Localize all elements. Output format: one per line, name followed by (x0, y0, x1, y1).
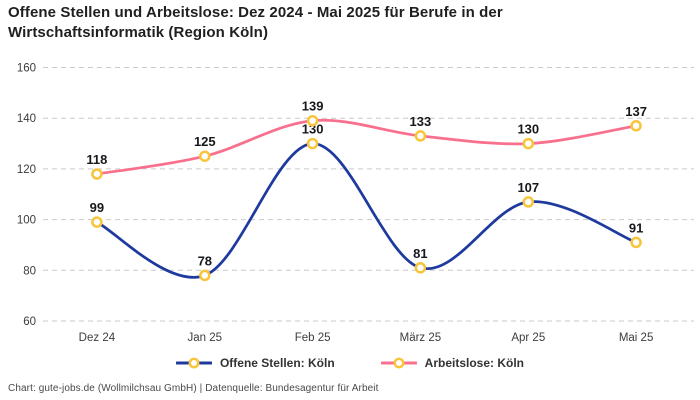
data-point-label: 137 (625, 104, 647, 119)
x-axis-label: Dez 24 (79, 332, 116, 344)
data-point-marker[interactable] (630, 120, 642, 132)
data-point-marker[interactable] (91, 216, 103, 228)
chart-legend: Offene Stellen: Köln Arbeitslose: Köln (0, 356, 700, 370)
x-axis-label: Mai 25 (619, 332, 654, 344)
chart-title: Offene Stellen und Arbeitslose: Dez 2024… (8, 4, 503, 42)
data-point-marker[interactable] (414, 262, 427, 274)
legend-label-arbeitslose: Arbeitslose: Köln (424, 356, 525, 370)
x-axis-label: Feb 25 (295, 332, 331, 344)
y-axis-tick-label: 160 (17, 63, 36, 75)
data-point-marker[interactable] (522, 137, 535, 150)
chart-source-attribution: Chart: gute-jobs.de (Wollmilchsau GmbH) … (8, 383, 379, 394)
data-point-marker[interactable] (522, 196, 535, 208)
data-point-label: 99 (90, 200, 104, 215)
x-axis-label: März 25 (400, 332, 442, 344)
series-line-1 (95, 118, 638, 176)
legend-item-arbeitslose[interactable]: Arbeitslose: Köln (380, 356, 525, 370)
legend-line-marker-icon (380, 357, 417, 369)
line-chart-canvas: 60 80 100 120 140 160 Dez 24 Jan 25 Feb 25 März 2… (17, 63, 694, 344)
data-point-label: 139 (302, 99, 324, 114)
series-line-0 (95, 142, 638, 279)
data-point-marker[interactable] (306, 137, 319, 150)
x-axis-label: Jan 25 (188, 332, 223, 344)
data-point-marker[interactable] (199, 150, 211, 162)
y-axis-tick-label: 60 (23, 316, 36, 328)
y-axis-tick-label: 140 (17, 113, 36, 125)
data-point-label: 118 (86, 152, 107, 167)
data-point-label: 130 (302, 122, 324, 137)
data-point-label: 133 (410, 114, 432, 129)
data-point-label: 78 (198, 253, 212, 268)
data-point-label: 130 (517, 122, 539, 137)
data-point-marker[interactable] (630, 236, 642, 249)
data-point-marker[interactable] (199, 269, 211, 282)
legend-item-offene-stellen[interactable]: Offene Stellen: Köln (175, 356, 335, 370)
data-point-marker[interactable] (414, 130, 427, 142)
data-point-label: 107 (517, 180, 539, 195)
y-axis-tick-label: 100 (17, 215, 36, 227)
data-point-marker[interactable] (306, 114, 319, 127)
legend-label-offene-stellen: Offene Stellen: Köln (219, 356, 335, 370)
data-point-label: 81 (413, 246, 427, 261)
y-axis-tick-label: 120 (17, 164, 36, 176)
data-point-label: 125 (194, 134, 216, 149)
y-axis-tick-label: 80 (23, 265, 36, 277)
legend-line-marker-icon (175, 357, 212, 369)
x-axis-label: Apr 25 (511, 332, 545, 344)
data-point-marker[interactable] (91, 168, 103, 180)
data-point-label: 91 (629, 220, 643, 235)
